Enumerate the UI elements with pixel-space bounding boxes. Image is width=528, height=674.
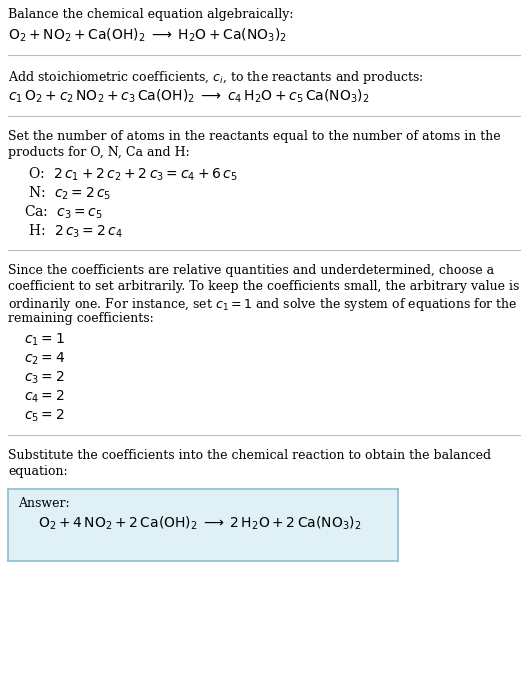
Text: Balance the chemical equation algebraically:: Balance the chemical equation algebraica…: [8, 8, 294, 21]
Text: products for O, N, Ca and H:: products for O, N, Ca and H:: [8, 146, 190, 159]
Text: Substitute the coefficients into the chemical reaction to obtain the balanced: Substitute the coefficients into the che…: [8, 449, 491, 462]
Text: $c_5 = 2$: $c_5 = 2$: [24, 408, 64, 425]
Text: $c_1\,\mathrm{O_2} + c_2\,\mathrm{NO_2} + c_3\,\mathrm{Ca(OH)_2} \;\longrightarr: $c_1\,\mathrm{O_2} + c_2\,\mathrm{NO_2} …: [8, 88, 370, 105]
Text: Since the coefficients are relative quantities and underdetermined, choose a: Since the coefficients are relative quan…: [8, 264, 494, 277]
Text: H:  $2\,c_3 = 2\,c_4$: H: $2\,c_3 = 2\,c_4$: [24, 223, 122, 241]
Text: equation:: equation:: [8, 465, 68, 478]
Text: Set the number of atoms in the reactants equal to the number of atoms in the: Set the number of atoms in the reactants…: [8, 130, 501, 143]
Text: N:  $c_2 = 2\,c_5$: N: $c_2 = 2\,c_5$: [24, 185, 111, 202]
Text: Add stoichiometric coefficients, $c_i$, to the reactants and products:: Add stoichiometric coefficients, $c_i$, …: [8, 69, 423, 86]
Text: $c_3 = 2$: $c_3 = 2$: [24, 370, 64, 386]
Text: remaining coefficients:: remaining coefficients:: [8, 312, 154, 325]
Text: $\mathrm{O_2 + 4\,NO_2 + 2\,Ca(OH)_2 \;\longrightarrow\; 2\,H_2O + 2\,Ca(NO_3)_2: $\mathrm{O_2 + 4\,NO_2 + 2\,Ca(OH)_2 \;\…: [38, 515, 362, 532]
Text: ordinarily one. For instance, set $c_1 = 1$ and solve the system of equations fo: ordinarily one. For instance, set $c_1 =…: [8, 296, 517, 313]
Text: O:  $2\,c_1 + 2\,c_2 + 2\,c_3 = c_4 + 6\,c_5$: O: $2\,c_1 + 2\,c_2 + 2\,c_3 = c_4 + 6\,…: [24, 166, 238, 183]
Text: $c_4 = 2$: $c_4 = 2$: [24, 389, 64, 405]
Text: $\mathrm{O_2 + NO_2 + Ca(OH)_2 \;\longrightarrow\; H_2O + Ca(NO_3)_2}$: $\mathrm{O_2 + NO_2 + Ca(OH)_2 \;\longri…: [8, 27, 287, 44]
Text: $c_2 = 4$: $c_2 = 4$: [24, 351, 65, 367]
Text: Ca:  $c_3 = c_5$: Ca: $c_3 = c_5$: [24, 204, 102, 221]
Text: coefficient to set arbitrarily. To keep the coefficients small, the arbitrary va: coefficient to set arbitrarily. To keep …: [8, 280, 520, 293]
Text: Answer:: Answer:: [18, 497, 70, 510]
Text: $c_1 = 1$: $c_1 = 1$: [24, 332, 65, 348]
